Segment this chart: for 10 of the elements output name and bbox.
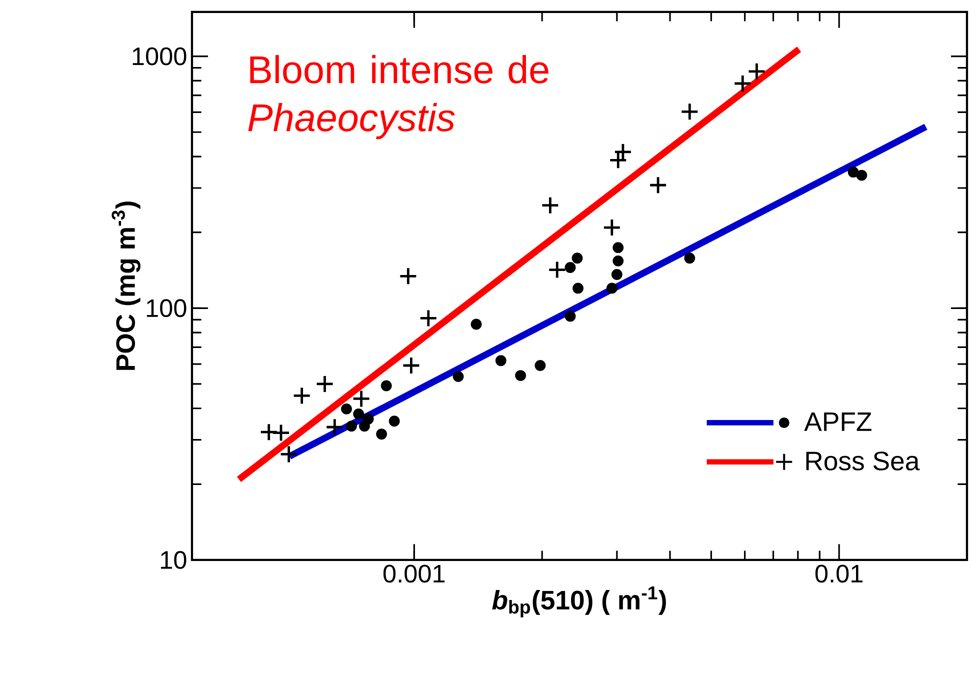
x-tick-label: 0.001 [383, 564, 445, 583]
y-axis-title: POC (mg m$^{-3}$) [112, 202, 140, 370]
y-tick-label: 1000 [132, 47, 186, 66]
legend-label: APFZ [804, 412, 872, 431]
x-axis-title: b$_{bp}$(510) ( m$^{-1}$) [492, 586, 666, 618]
x-tick-label: 0.01 [815, 564, 862, 583]
annotation: Bloom intense de Phaeocystis [248, 55, 548, 140]
y-tick-label: 10 [161, 551, 186, 569]
y-tick-label: 100 [146, 299, 186, 318]
legend-label: Ross Sea [806, 452, 920, 470]
